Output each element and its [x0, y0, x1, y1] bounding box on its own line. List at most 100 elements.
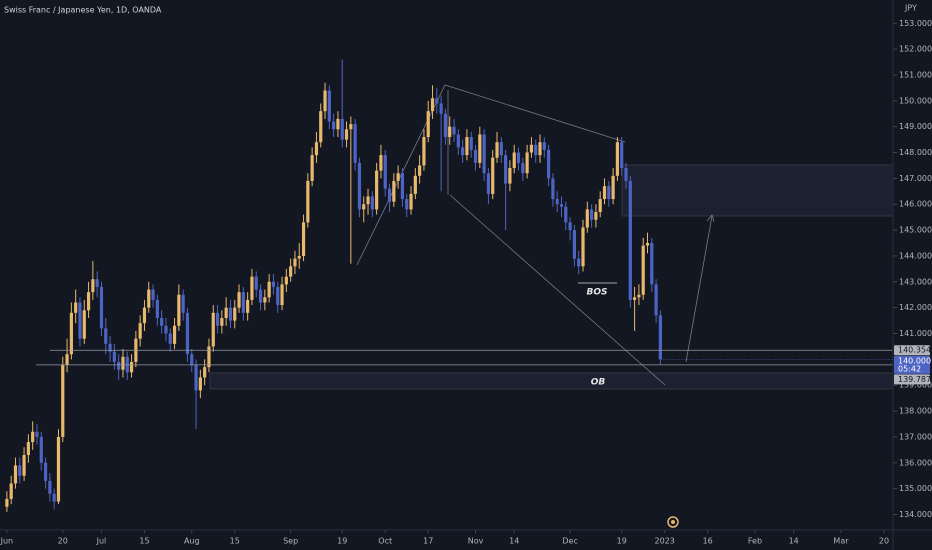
candle-body	[48, 480, 52, 494]
candle-body	[344, 129, 349, 140]
price-line-label-box	[894, 345, 930, 356]
candle-body	[461, 147, 465, 156]
candle-body	[555, 199, 559, 205]
candle-body	[590, 209, 594, 220]
candle-body	[620, 142, 624, 169]
x-tick-label: 17	[423, 537, 433, 546]
candle-body	[615, 142, 620, 176]
candle-body	[641, 245, 645, 295]
candle-body	[310, 155, 314, 181]
y-tick-label: 153.000	[899, 19, 932, 28]
candle-body	[383, 155, 387, 189]
x-tick-label: 15	[139, 537, 149, 546]
x-tick-label: Sep	[283, 537, 298, 546]
candle-body	[293, 258, 297, 267]
x-tick-label: 15	[230, 537, 240, 546]
candle-body	[525, 152, 529, 174]
price-line-label: 139.787	[898, 375, 931, 384]
candle-body	[233, 307, 237, 321]
candle-body	[637, 294, 641, 298]
candle-body	[422, 137, 426, 166]
candle-body	[22, 455, 26, 476]
candle-body	[160, 318, 164, 326]
ob-label: OB	[591, 378, 606, 388]
candle-body	[594, 212, 598, 220]
x-tick-label: Mar	[833, 537, 849, 546]
candle-body	[645, 243, 650, 246]
y-tick-label: 146.000	[899, 200, 932, 209]
candle-body	[99, 286, 104, 329]
candle-body	[375, 170, 379, 210]
candle-body	[215, 312, 220, 326]
candle-body	[452, 126, 456, 135]
candle-body	[95, 279, 99, 287]
candle-body	[572, 230, 577, 259]
candle-body	[168, 333, 172, 344]
candle-body	[353, 124, 357, 163]
y-tick-label: 151.000	[899, 70, 932, 79]
candle-body	[52, 493, 56, 502]
candle-body	[104, 328, 108, 344]
candle-body	[340, 118, 344, 140]
candle-body	[78, 302, 82, 339]
x-tick-label: Dec	[562, 537, 577, 546]
candle-body	[495, 142, 499, 158]
candle-body	[203, 367, 207, 378]
candle-body	[633, 297, 637, 300]
candle-body	[254, 276, 258, 290]
candle-body	[220, 318, 224, 326]
candle-body	[69, 312, 73, 355]
candle-body	[138, 323, 142, 339]
candle-body	[516, 152, 521, 163]
candle-body	[379, 155, 383, 171]
candle-body	[465, 137, 469, 156]
candle-body	[129, 361, 134, 373]
candle-body	[228, 307, 233, 321]
x-tick-label: Feb	[748, 537, 762, 546]
x-tick-label: 20	[879, 537, 889, 546]
candle-body	[585, 209, 589, 228]
trend-line	[449, 194, 666, 386]
candle-body	[418, 165, 422, 176]
x-tick-label: 14	[789, 537, 799, 546]
candle-body	[13, 465, 18, 484]
candle-body	[271, 281, 276, 287]
candle-body	[598, 199, 602, 212]
candle-body	[473, 149, 478, 163]
candle-body	[547, 149, 551, 179]
y-tick-label: 150.000	[899, 96, 932, 105]
candle-body	[108, 343, 112, 352]
x-tick-label: Jun	[0, 537, 13, 546]
candle-body	[413, 175, 417, 194]
bos-label: BOS	[587, 288, 608, 298]
candle-body	[177, 294, 181, 326]
y-tick-label: 152.000	[899, 45, 932, 54]
candle-body	[486, 173, 491, 194]
candle-body	[602, 186, 607, 200]
y-tick-label: 137.000	[899, 432, 932, 441]
candle-body	[61, 364, 65, 437]
candle-body	[443, 113, 448, 138]
chart-title: Swiss Franc / Japanese Yen, 1D, OANDA	[4, 6, 162, 15]
projection-arrow	[685, 215, 713, 363]
candle-body	[74, 302, 78, 313]
candle-body	[207, 346, 211, 368]
price-line-label: 140.354	[898, 346, 931, 355]
candle-body	[581, 227, 585, 267]
candle-body	[650, 243, 654, 285]
x-tick-label: Aug	[184, 537, 200, 546]
candle-body	[91, 279, 95, 293]
candle-body	[426, 111, 430, 138]
candle-body	[400, 173, 405, 200]
candle-body	[521, 162, 525, 174]
candle-body	[504, 155, 508, 184]
candle-body	[628, 180, 632, 300]
candle-body	[469, 137, 473, 150]
candle-body	[392, 180, 396, 202]
y-tick-label: 149.000	[899, 122, 932, 131]
candle-body	[611, 175, 615, 200]
x-tick-label: 19	[617, 537, 627, 546]
candle-body	[624, 168, 628, 181]
x-tick-label: Jul	[96, 537, 107, 546]
